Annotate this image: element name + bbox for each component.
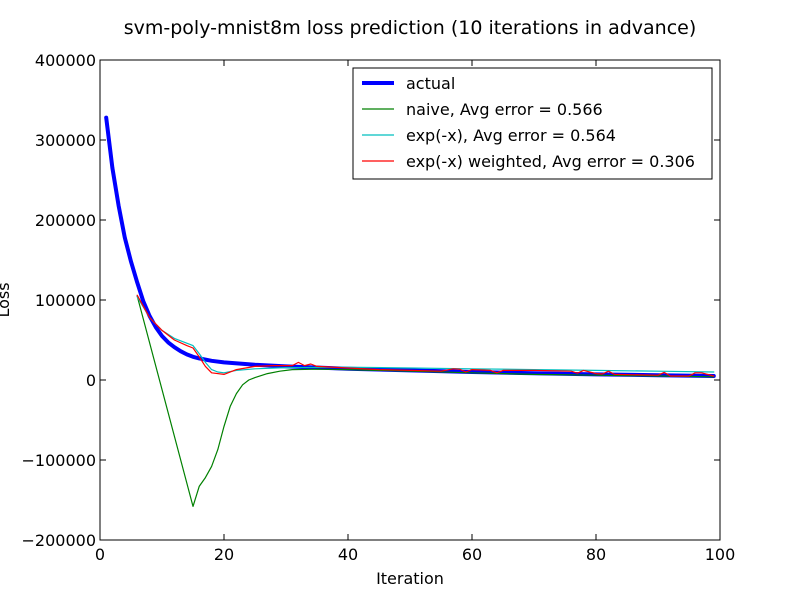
series-exp-line: [136, 296, 715, 374]
x-tick-label: 40: [338, 545, 358, 564]
series-naive-line: [136, 295, 715, 507]
y-tick-label: 100000: [35, 291, 96, 310]
y-tick-label: −200000: [22, 531, 96, 550]
chart-title: svm-poly-mnist8m loss prediction (10 ite…: [124, 17, 697, 39]
x-axis-ticks: 0 20 40 60 80 100: [95, 60, 735, 564]
x-tick-label: 0: [95, 545, 105, 564]
legend-entry-naive-label: naive, Avg error = 0.566: [406, 100, 603, 119]
legend-entry-exp-weighted-label: exp(-x) weighted, Avg error = 0.306: [406, 152, 695, 171]
legend-entry-actual-label: actual: [406, 74, 455, 93]
x-tick-label: 80: [586, 545, 606, 564]
x-tick-label: 20: [214, 545, 234, 564]
y-tick-label: 400000: [35, 51, 96, 70]
legend-box: [352, 67, 713, 180]
y-tick-label: 200000: [35, 211, 96, 230]
x-tick-label: 60: [462, 545, 482, 564]
y-axis-ticks: −200000 −100000 0 100000 200000 300000 400000: [22, 51, 720, 550]
series-actual-line: [104, 115, 716, 378]
legend-entry-exp-label: exp(-x), Avg error = 0.564: [406, 126, 616, 145]
y-axis-label: Loss: [0, 282, 13, 317]
series-exp-weighted-line: [136, 294, 715, 377]
y-tick-label: 300000: [35, 131, 96, 150]
y-tick-label: 0: [86, 371, 96, 390]
x-axis-label: Iteration: [376, 569, 444, 588]
y-tick-label: −100000: [22, 451, 96, 470]
legend: actual naive, Avg error = 0.566 exp(-x), A…: [352, 67, 713, 180]
series-group: [104, 115, 716, 507]
x-tick-label: 100: [705, 545, 736, 564]
